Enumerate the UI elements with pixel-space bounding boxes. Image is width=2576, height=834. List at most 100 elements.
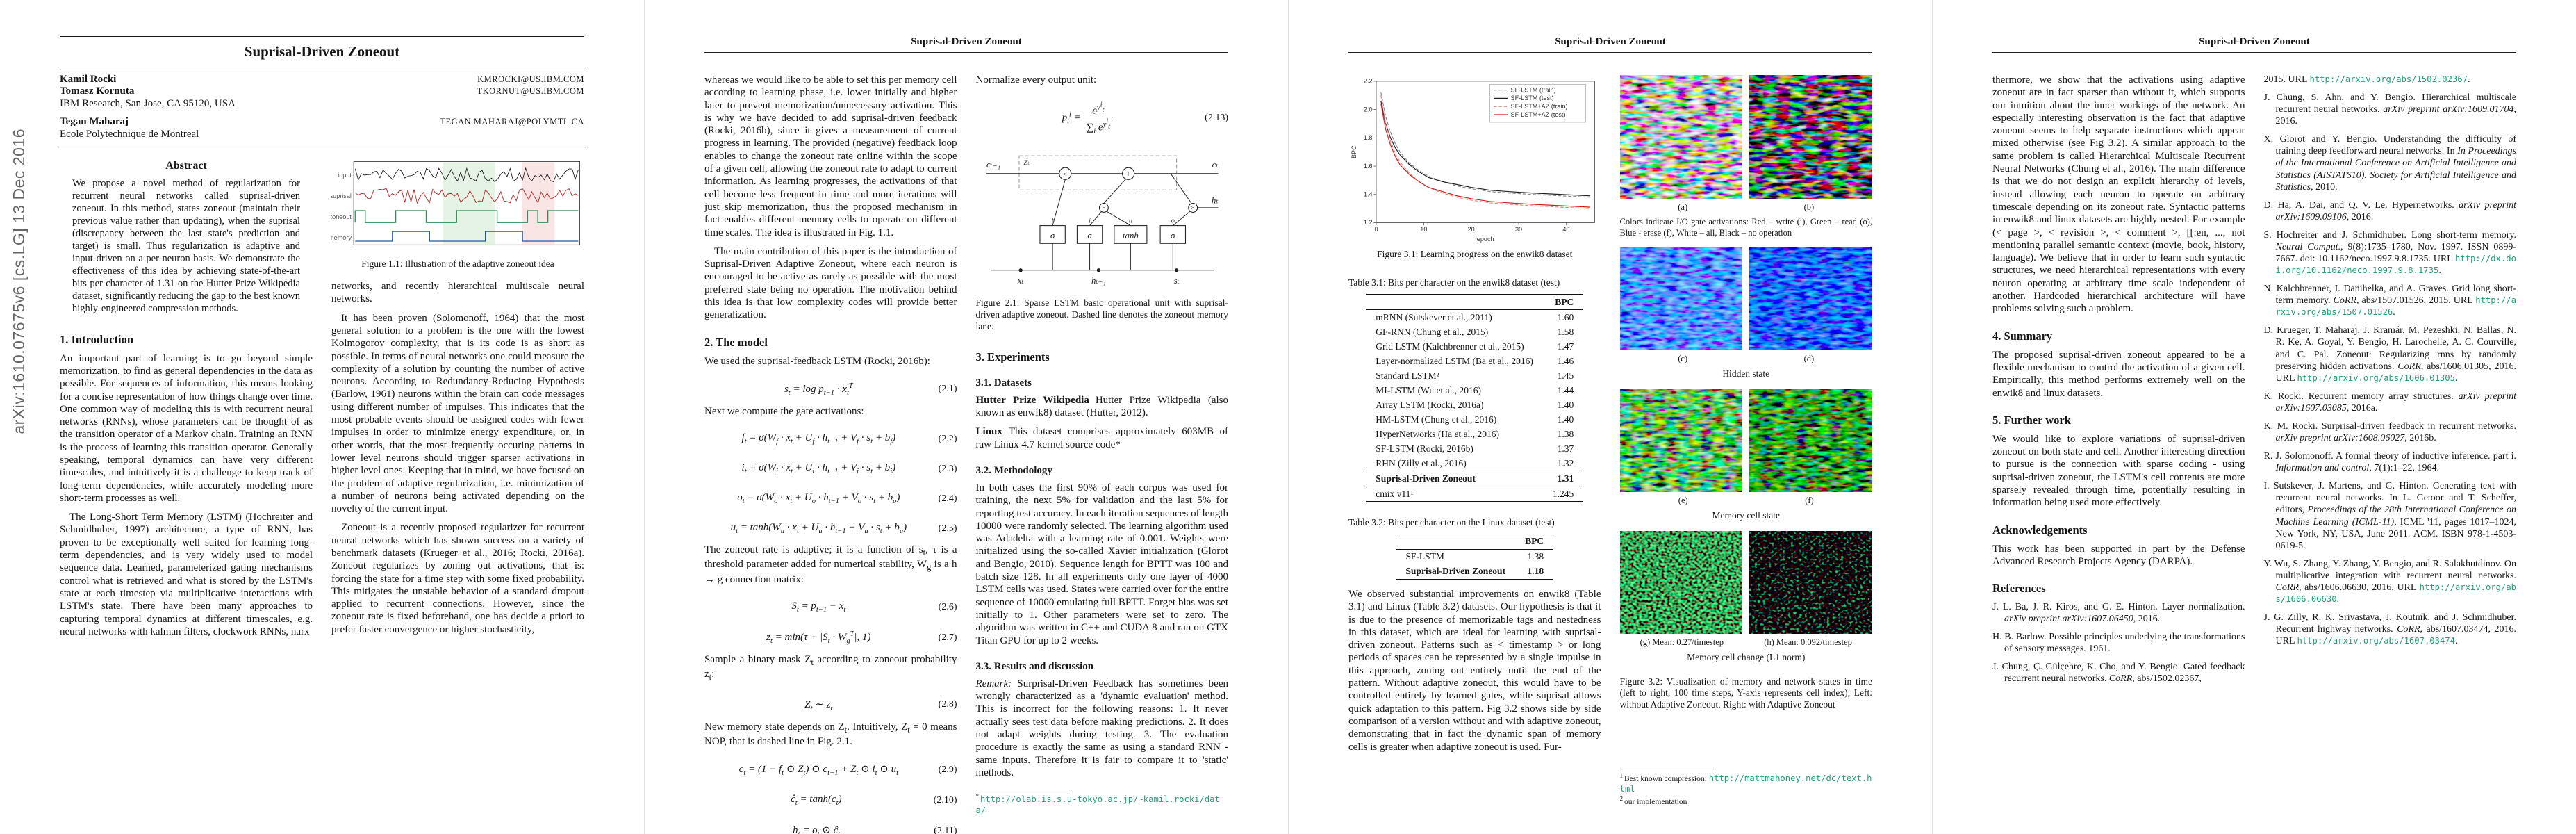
svg-text:2.0: 2.0 [1364, 106, 1373, 113]
subsection-datasets: 3.1. Datasets [975, 377, 1032, 389]
svg-text:30: 30 [1515, 226, 1522, 233]
fig11-row-label: memory [331, 234, 352, 241]
figure-3-1: 1.2 1.4 1.6 1.8 2.0 2.2 0 10 20 30 40 SF-LSTM (trai… [1348, 74, 1601, 263]
equation-2-11: ht = ot ⊙ ĉt(2.11) [793, 825, 957, 834]
model-name: Layer-normalized LSTM (Ba et al., 2016) [1376, 355, 1533, 366]
figure-3-1-caption: Figure 3.1: Learning progress on the enw… [1377, 249, 1573, 260]
page1-left-column: Abstract We propose a novel method of re… [60, 157, 313, 808]
page3-left-column: 1.2 1.4 1.6 1.8 2.0 2.2 0 10 20 30 40 SF-LSTM (trai… [1348, 74, 1601, 808]
paragraph: It has been proven (Solomonoff, 1964) th… [331, 312, 584, 515]
title-rule-top [60, 36, 584, 37]
model-name: Grid LSTM (Kalchbrenner et al., 2015) [1376, 341, 1524, 352]
table-row: Suprisal-Driven Zoneout 1.31 [1366, 471, 1584, 486]
table-enwik8-bpc: BPC mRNN (Sutskever et al., 2011) 1.60 G… [1366, 294, 1584, 502]
model-name: RHN (Zilly et al., 2016) [1376, 457, 1467, 468]
svg-text:epoch: epoch [1477, 236, 1494, 243]
equation-2-3: it = σ(Wi · xt + Ui · ht−1 + Vi · st + b… [741, 462, 957, 476]
equation-2-9: ct = (1 − ft ⊙ Zt) ⊙ ct−1 + Zt ⊙ it ⊙ ut… [738, 764, 957, 778]
section-acknowledgements: Acknowledgements [1992, 523, 2088, 537]
diagram-label-ct-1: cₜ₋₁ [986, 161, 1000, 170]
table-row: Array LSTM (Rocki, 2016a) 1.40 [1366, 398, 1583, 412]
bpc-value: 1.40 [1557, 399, 1574, 410]
reference-item: R. J. Solomonoff. A formal theory of ind… [2263, 451, 2517, 474]
gate-colors-note: Colors indicate I/O gate activations: Re… [1619, 217, 1873, 238]
model-name: cmix v11¹ [1376, 488, 1414, 499]
subsection-results: 3.3. Results and discussion [975, 660, 1094, 672]
reference-item: D. Krueger, T. Maharaj, J. Kramár, M. Pe… [2263, 325, 2517, 384]
table-row: cmix v11¹ 1.245 [1366, 486, 1584, 502]
section-model: 2. The model [704, 335, 768, 349]
footnote-url: http://mattmahoney.net/dc/text.html [1619, 773, 1872, 794]
section-summary: 4. Summary [1992, 329, 2053, 343]
svg-text:1.4: 1.4 [1364, 190, 1373, 197]
running-header: Suprisal-Driven Zoneout [1992, 36, 2516, 53]
diagram-label-ht-1: hₜ₋₁ [1091, 276, 1106, 286]
footnote-url: http://olab.is.s.u-tokyo.ac.jp/~kamil.ro… [975, 794, 1220, 815]
viz-pair-gates [1619, 75, 1872, 199]
model-name: MI-LSTM (Wu et al., 2016) [1376, 384, 1481, 395]
author-name: Tomasz Kornuta [60, 85, 135, 97]
paragraph: Sample a binary mask Zt according to zon… [704, 654, 957, 682]
svg-text:σ: σ [1171, 231, 1175, 240]
equation-2-2: ft = σ(Wf · xt + Uf · ht−1 + Vf · st + b… [741, 432, 957, 446]
viz-pair-memory [1619, 389, 1872, 492]
adaptive-zoneout-illustration: input suprisal zoneout memory [331, 161, 580, 245]
table-row: MI-LSTM (Wu et al., 2016) 1.44 [1366, 383, 1583, 398]
paragraph: whereas we would like to be able to set … [704, 74, 957, 238]
table-3-2-caption: Table 3.2: Bits per character on the Lin… [1348, 517, 1555, 528]
equation-2-13: pti = eyit ∑i eyit (2.13) [1062, 101, 1228, 136]
reference-list: J. L. Ba, J. R. Kiros, and G. E. Hinton.… [1992, 601, 2245, 691]
model-name: Standard LSTM² [1376, 370, 1439, 381]
subsection-methodology: 3.2. Methodology [975, 464, 1052, 476]
svg-text:1.8: 1.8 [1364, 134, 1373, 141]
svg-text:0: 0 [1374, 226, 1378, 233]
author-email: TEGAN.MAHARAJ@POLYMTL.CA [440, 117, 584, 126]
author-email: TKORNUT@US.IBM.COM [477, 86, 584, 96]
svg-text:×: × [1062, 170, 1067, 179]
svg-text:SF-LSTM (train): SF-LSTM (train) [1511, 86, 1556, 93]
viz-pair-labels: (e) (f) [1678, 495, 1814, 505]
svg-text:1.6: 1.6 [1364, 163, 1373, 170]
viz-pair-labels: (g) Mean: 0.27/timestep (h) Mean: 0.092/t… [1640, 637, 1852, 647]
model-name: Suprisal-Driven Zoneout [1405, 566, 1506, 577]
viz-image-f [1749, 389, 1872, 492]
reference-item: N. Kalchbrenner, I. Danihelka, and A. Gr… [2263, 284, 2517, 318]
page-2: Suprisal-Driven Zoneout whereas we would… [644, 0, 1288, 834]
footnote-block: * http://olab.is.s.u-tokyo.ac.jp/~kamil.r… [975, 785, 1229, 817]
paragraph: We observed substantial improvements on … [1348, 588, 1601, 753]
table-row: SF-LSTM 1.38 [1396, 549, 1553, 564]
table-row: Layer-normalized LSTM (Ba et al., 2016) … [1366, 354, 1583, 368]
page4-left-column: thermore, we show that the activations u… [1992, 74, 2245, 808]
fig11-row-label: zoneout [331, 213, 352, 220]
author-email: KMROCKI@US.IBM.COM [477, 74, 584, 84]
memory-state-label: Memory cell state [1712, 509, 1780, 521]
svg-text:BPC: BPC [1351, 145, 1357, 158]
viz-image-c [1619, 247, 1743, 350]
paragraph: This work has been supported in part by … [1992, 543, 2245, 567]
svg-text:20: 20 [1468, 226, 1475, 233]
paragraph: Normalize every output unit: [975, 74, 1097, 85]
bpc-value: 1.58 [1557, 326, 1574, 337]
viz-image-e [1619, 389, 1743, 492]
model-name: GF-RNN (Chung et al., 2015) [1376, 326, 1489, 337]
paragraph: networks, and recently hierarchical mult… [331, 281, 584, 305]
footnote-block: 1 Best known compression: http://mattmaho… [1619, 764, 1873, 808]
table-col-model [1396, 534, 1515, 549]
reference-item: K. Rocki. Recurrent memory array structu… [2263, 391, 2516, 414]
reference-item: J. L. Ba, J. R. Kiros, and G. E. Hinton.… [1992, 602, 2245, 625]
page4-columns: thermore, we show that the activations u… [1992, 74, 2516, 808]
reference-list: 2015. URL http://arxiv.org/abs/1502.0236… [2264, 74, 2517, 653]
arxiv-stamp: arXiv:1610.07675v6 [cs.LG] 13 Dec 2016 [10, 129, 28, 434]
model-name: HM-LSTM (Chung et al., 2016) [1376, 414, 1497, 425]
bpc-value: 1.47 [1557, 341, 1574, 352]
model-name: mRNN (Sutskever et al., 2011) [1376, 311, 1492, 322]
viz-image-a [1619, 75, 1743, 199]
column-spacer [1620, 714, 1873, 764]
learning-progress-chart: 1.2 1.4 1.6 1.8 2.0 2.2 0 10 20 30 40 SF-LSTM (trai… [1351, 78, 1595, 243]
paragraph: Remark: Surprisal-Driven Feedback has so… [975, 678, 1229, 778]
model-name: SF-LSTM [1405, 551, 1444, 562]
paper-title: Suprisal-Driven Zoneout [244, 43, 400, 60]
figure-2-1: Zₜ × + cₜ₋₁ cₜ σ σ tanh σ f i u o [976, 144, 1228, 335]
svg-text:SF-LSTM (test): SF-LSTM (test) [1511, 95, 1554, 101]
reference-item: J. Chung, Ç. Gülçehre, K. Cho, and Y. Be… [1992, 662, 2245, 685]
